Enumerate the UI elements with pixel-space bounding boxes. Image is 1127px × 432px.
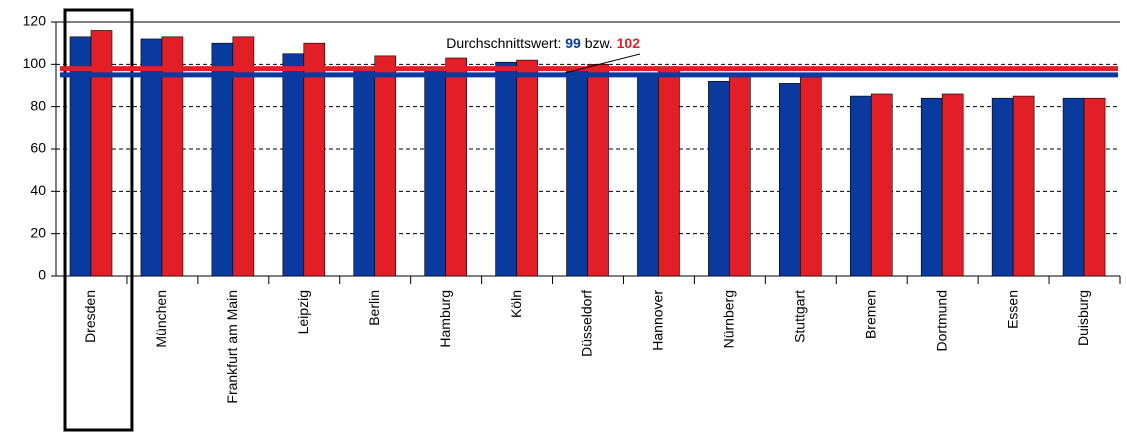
bar (1062, 97, 1085, 277)
annotation-leader (564, 53, 641, 74)
x-tick-label: Düsseldorf (579, 290, 595, 357)
bar (658, 70, 680, 277)
x-tick-label: München (153, 290, 169, 348)
bar (708, 80, 730, 277)
highlight-box (63, 8, 134, 432)
bar (445, 57, 467, 277)
bar (991, 97, 1014, 277)
bar (870, 93, 893, 277)
x-tick-label: Stuttgart (792, 290, 808, 343)
y-tick-label: 100 (23, 55, 47, 71)
x-tick-label: Frankfurt am Main (224, 290, 240, 404)
bar (303, 42, 326, 277)
bar (1083, 97, 1106, 277)
y-tick-label: 120 (23, 13, 47, 29)
bar (941, 93, 964, 277)
bar (587, 64, 609, 277)
bar (566, 68, 588, 277)
bar (211, 42, 234, 277)
bar (282, 53, 305, 277)
bar (1012, 95, 1035, 277)
bar (516, 59, 538, 277)
bar (849, 95, 872, 277)
bar (729, 72, 751, 277)
bar (495, 61, 517, 277)
y-tick-label: 20 (30, 224, 46, 240)
bar (920, 97, 943, 277)
bar (424, 68, 446, 277)
x-tick-label: Dortmund (933, 290, 949, 351)
x-tick-label: Berlin (366, 290, 382, 326)
x-tick-label: Köln (508, 290, 524, 318)
y-tick-label: 60 (30, 140, 46, 156)
bar (637, 72, 659, 277)
x-tick-label: Bremen (862, 290, 878, 339)
y-tick-label: 40 (30, 182, 46, 198)
bar (353, 68, 376, 277)
x-tick-label: Essen (1004, 290, 1020, 329)
bar (374, 55, 397, 277)
annotation-prefix: Durchschnittswert: (446, 35, 565, 51)
y-tick-label: 0 (38, 267, 46, 283)
annotation-first: 99 (565, 35, 581, 51)
annotation-second: 102 (617, 35, 641, 51)
x-tick-label: Duisburg (1075, 290, 1091, 346)
annotation-middle: bzw. (581, 35, 617, 51)
x-tick-label: Nürnberg (721, 290, 737, 348)
x-tick-label: Hamburg (437, 290, 453, 348)
bar (232, 36, 255, 277)
bar (90, 30, 113, 277)
annotation: Durchschnittswert: 99 bzw. 102 (446, 35, 640, 51)
x-tick-label: Hannover (650, 290, 666, 351)
y-tick-label: 80 (30, 97, 46, 113)
bar (161, 36, 184, 277)
bar (779, 83, 801, 277)
x-tick-label: Leipzig (295, 290, 311, 334)
bar (800, 76, 822, 277)
x-tick-label: Dresden (82, 290, 98, 343)
